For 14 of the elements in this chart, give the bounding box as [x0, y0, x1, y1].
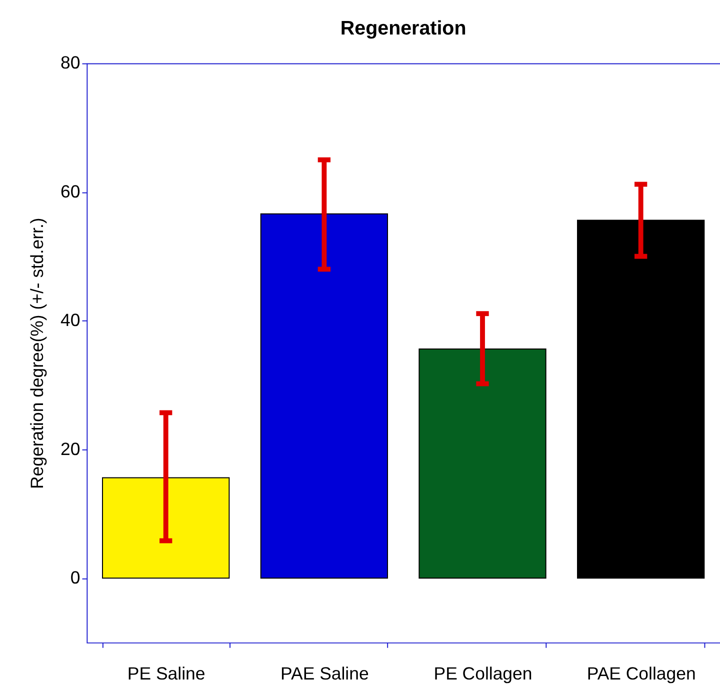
- y-tick-label: 60: [60, 181, 80, 202]
- x-tick-label: PE Collagen: [434, 663, 532, 684]
- chart-title: Regeneration: [340, 18, 466, 40]
- y-axis-title: Regeration degree(%) (+/- std.err.): [26, 218, 47, 490]
- bar: [577, 220, 705, 579]
- y-tick-label: 40: [60, 310, 80, 330]
- bar: [418, 348, 546, 579]
- bar: [260, 213, 388, 579]
- x-tick-label: PAE Saline: [280, 663, 369, 684]
- y-tick-label: 20: [60, 438, 80, 459]
- x-tick-label: PAE Collagen: [586, 663, 696, 684]
- y-tick-label: 80: [60, 52, 80, 73]
- x-tick-label: PE Saline: [127, 663, 206, 684]
- y-tick-label: 0: [70, 568, 80, 588]
